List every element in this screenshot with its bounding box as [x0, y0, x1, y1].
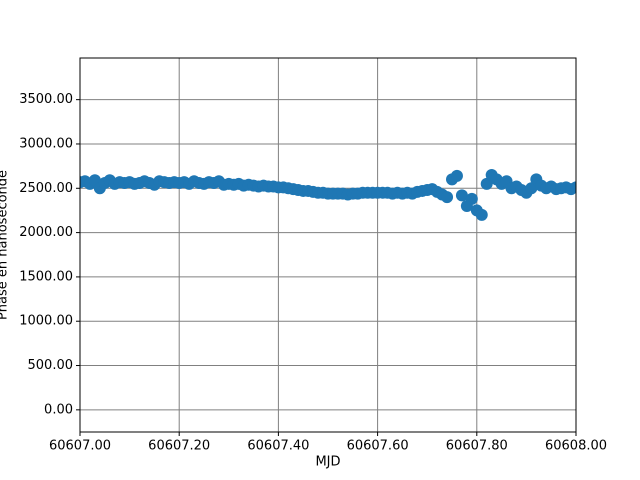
x-tick-label: 60607.20 [148, 439, 210, 454]
y-tick-label: 3500.00 [19, 92, 73, 107]
point [465, 192, 478, 205]
y-tick-label: 0.00 [44, 402, 73, 417]
point [450, 169, 463, 182]
y-tick-label: 3000.00 [19, 136, 73, 151]
point [570, 181, 576, 194]
x-tick-label: 60607.80 [446, 439, 508, 454]
x-tick-label: 60608.00 [545, 439, 607, 454]
x-tick-label: 60607.00 [49, 439, 111, 454]
point [480, 177, 493, 190]
y-tick-label: 2000.00 [19, 225, 73, 240]
x-tick-label: 60607.60 [347, 439, 409, 454]
point [455, 189, 468, 202]
point [475, 208, 488, 221]
y-tick-label: 1000.00 [19, 314, 73, 329]
point [525, 182, 538, 195]
y-tick-label: 2500.00 [19, 181, 73, 196]
y-tick-label: 500.00 [28, 358, 74, 373]
x-tick-label: 60607.40 [247, 439, 309, 454]
x-axis-label: MJD [315, 455, 340, 470]
point [441, 191, 454, 204]
plot-frame [79, 57, 577, 433]
y-tick-label: 1500.00 [19, 269, 73, 284]
labels: 60607.00 60607.20 60607.40 60607.60 60607.80… [19, 92, 607, 453]
y-axis-label: Phase en nanoseconde [0, 170, 11, 320]
points [80, 168, 576, 221]
